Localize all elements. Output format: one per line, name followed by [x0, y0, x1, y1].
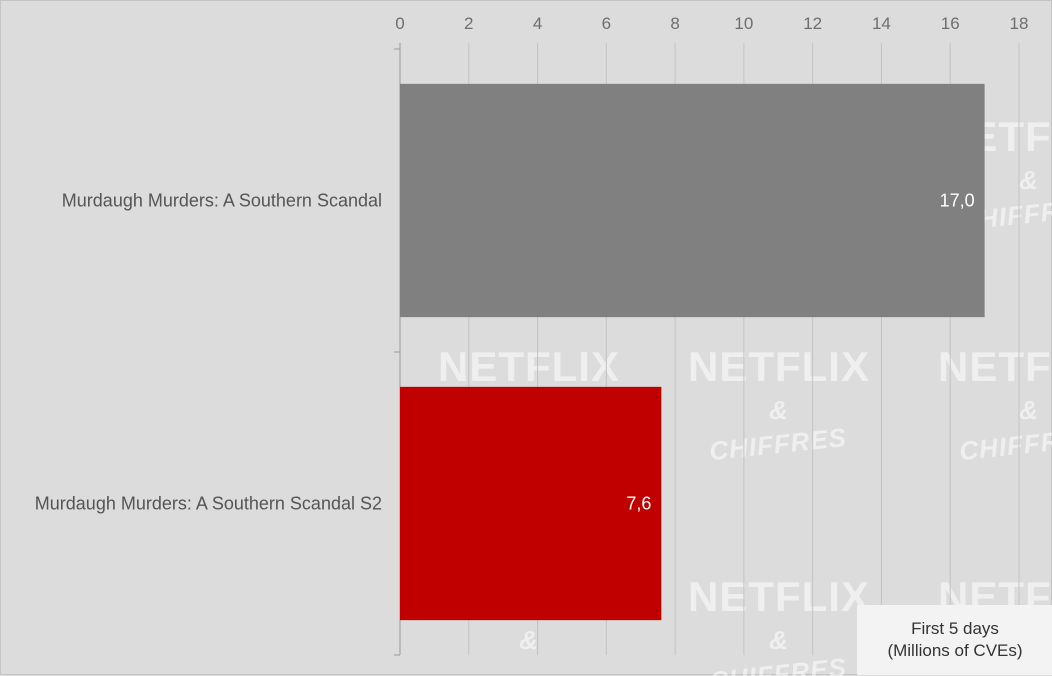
- watermark-logo: NETFLIX &CHIFFRES: [688, 573, 870, 676]
- watermark-logo: NETFLIX &CHIFFRES: [938, 343, 1052, 466]
- watermark-title: NETFLIX: [938, 343, 1052, 390]
- watermark-sub: CHIFFRES: [958, 422, 1052, 466]
- annotation-line-1: First 5 days: [911, 619, 999, 638]
- x-tick-label: 18: [1010, 14, 1029, 33]
- bar: [400, 386, 662, 621]
- x-tick-label: 0: [395, 14, 404, 33]
- x-tick-label: 10: [734, 14, 753, 33]
- watermark-amp: &: [1019, 165, 1039, 195]
- watermark-title: NETFLIX: [438, 343, 620, 390]
- watermark-amp: &: [769, 395, 789, 425]
- labels: 17,0 Murdaugh Murders: A Southern Scandal…: [35, 191, 975, 514]
- data-label: 17,0: [940, 191, 975, 211]
- watermark-logo: NETFLIX &CHIFFRES: [688, 343, 870, 466]
- watermark-title: NETFLIX: [688, 343, 870, 390]
- chart-annotation: First 5 days (Millions of CVEs): [857, 605, 1052, 675]
- watermark-amp: &: [769, 625, 789, 655]
- category-label: Murdaugh Murders: A Southern Scandal S2: [35, 494, 382, 514]
- watermark-sub: CHIFFRES: [708, 422, 848, 466]
- bar: [400, 83, 985, 318]
- x-tick-label: 4: [533, 14, 542, 33]
- x-tick-label: 14: [872, 14, 891, 33]
- x-tick-label: 6: [602, 14, 611, 33]
- axes: 0 2 4 6 8 10 12 14 16 18: [394, 14, 1029, 656]
- category-label: Murdaugh Murders: A Southern Scandal: [62, 191, 382, 211]
- watermark-title: NETFLIX: [688, 573, 870, 620]
- x-tick-label: 12: [803, 14, 822, 33]
- watermark-amp: &: [519, 625, 539, 655]
- x-tick-label: 8: [670, 14, 679, 33]
- x-tick-label: 16: [941, 14, 960, 33]
- watermark-sub: CHIFFRES: [708, 652, 848, 676]
- watermark-amp: &: [1019, 395, 1039, 425]
- data-label: 7,6: [626, 494, 651, 514]
- annotation-line-2: (Millions of CVEs): [887, 641, 1023, 660]
- x-tick-label: 2: [464, 14, 473, 33]
- bars: [400, 83, 985, 621]
